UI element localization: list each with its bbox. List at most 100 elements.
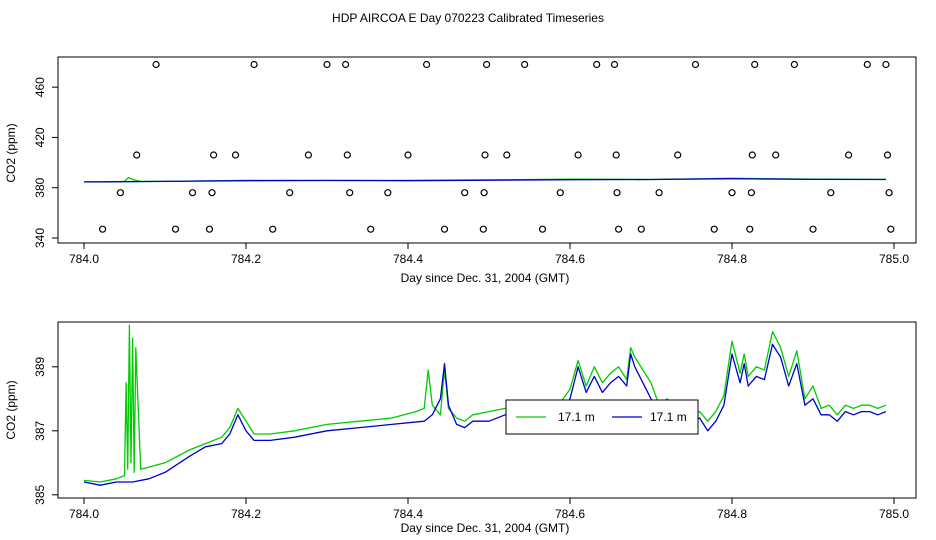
- top-data-point: [655, 189, 663, 197]
- top-plot-frame: [57, 56, 917, 244]
- top-data-point: [231, 151, 240, 159]
- top-data-point: [728, 189, 736, 197]
- top-x-axis: 784.0 784.2 784.4 784.6 784.8 785.0: [69, 243, 909, 266]
- bottom-x-tick-label: 784.4: [393, 507, 423, 521]
- top-points-group: [98, 60, 895, 233]
- top-data-point: [748, 151, 756, 159]
- bottom-x-tick-label: 784.0: [69, 507, 99, 521]
- bottom-x-axis-label: Day since Dec. 31, 2004 (GMT): [401, 521, 570, 535]
- top-x-tick-label: 784.4: [393, 252, 423, 266]
- top-series-line-blue: [83, 178, 886, 183]
- top-data-point: [286, 189, 294, 197]
- top-data-point: [772, 151, 780, 159]
- top-data-point: [133, 151, 141, 159]
- bottom-x-tick-label: 784.2: [231, 507, 261, 521]
- top-y-axis-label: CO2 (ppm): [4, 123, 18, 182]
- bottom-y-tick-label: 385: [33, 484, 47, 504]
- top-data-point: [384, 189, 392, 197]
- top-data-point: [674, 151, 682, 159]
- top-data-point: [98, 225, 107, 233]
- bottom-series-group: [83, 324, 887, 486]
- bottom-series-line-blue: [83, 343, 887, 486]
- top-data-point: [809, 225, 817, 233]
- page-title: HDP AIRCOA E Day 070223 Calibrated Times…: [332, 11, 604, 25]
- bottom-x-tick-label: 785.0: [879, 507, 909, 521]
- top-data-point: [520, 60, 529, 69]
- top-data-point: [844, 151, 853, 159]
- top-data-point: [612, 151, 620, 159]
- top-data-point: [188, 189, 197, 197]
- top-data-point: [610, 60, 619, 69]
- top-data-point: [461, 189, 469, 197]
- top-data-point: [483, 60, 491, 69]
- top-data-point: [613, 189, 621, 197]
- top-data-point: [210, 151, 218, 159]
- top-data-point: [691, 60, 700, 69]
- top-data-point: [116, 189, 125, 197]
- top-data-point: [404, 151, 412, 159]
- top-data-point: [343, 151, 351, 159]
- top-data-point: [423, 60, 431, 69]
- top-data-point: [538, 225, 547, 233]
- top-data-point: [746, 225, 754, 233]
- bottom-y-tick-label: 387: [33, 420, 47, 440]
- bottom-x-tick-label: 784.8: [717, 507, 747, 521]
- top-data-point: [323, 60, 331, 69]
- top-x-tick-label: 784.0: [69, 252, 99, 266]
- top-x-axis-label: Day since Dec. 31, 2004 (GMT): [401, 271, 570, 285]
- top-y-axis: 340 380 420 460: [33, 77, 58, 248]
- top-y-tick-label: 380: [33, 177, 47, 197]
- top-data-point: [883, 151, 892, 159]
- top-y-tick-label: 460: [33, 77, 47, 97]
- top-data-point: [481, 151, 489, 159]
- top-data-point: [882, 60, 890, 69]
- top-data-point: [440, 225, 449, 233]
- top-data-point: [342, 60, 350, 69]
- top-data-point: [747, 189, 756, 197]
- top-panel: 784.0 784.2 784.4 784.6 784.8 785.0 340 380 420…: [4, 56, 917, 285]
- legend-label-green: 17.1 m: [558, 410, 595, 424]
- top-x-tick-label: 784.8: [717, 252, 747, 266]
- top-data-point: [885, 189, 893, 197]
- top-data-point: [367, 225, 375, 233]
- top-data-point: [710, 225, 718, 233]
- bottom-x-tick-label: 784.6: [555, 507, 585, 521]
- top-data-point: [593, 60, 601, 69]
- top-data-point: [171, 225, 180, 233]
- top-y-tick-label: 340: [33, 228, 47, 248]
- top-data-point: [152, 60, 160, 69]
- bottom-y-axis: 385 387 389: [33, 356, 58, 505]
- legend-label-blue: 17.1 m: [650, 410, 687, 424]
- top-data-point: [304, 151, 312, 159]
- top-data-point: [250, 60, 258, 69]
- top-data-point: [269, 225, 277, 233]
- bottom-panel: 784.0 784.2 784.4 784.6 784.8 785.0 385 387 389…: [4, 321, 917, 535]
- top-data-point: [614, 225, 623, 233]
- top-x-tick-label: 784.2: [231, 252, 261, 266]
- legend: 17.1 m 17.1 m: [505, 399, 699, 435]
- top-data-point: [637, 225, 645, 233]
- top-data-point: [503, 151, 511, 159]
- top-x-tick-label: 784.6: [555, 252, 585, 266]
- bottom-x-axis: 784.0 784.2 784.4 784.6 784.8 785.0: [69, 498, 909, 521]
- bottom-y-tick-label: 389: [33, 356, 47, 376]
- top-data-point: [480, 189, 488, 197]
- top-data-point: [827, 189, 835, 197]
- top-data-point: [346, 189, 354, 197]
- top-data-point: [479, 225, 487, 233]
- bottom-series-line-green: [83, 324, 887, 483]
- top-data-point: [887, 225, 895, 233]
- top-data-point: [208, 189, 216, 197]
- top-series-group: [83, 176, 886, 183]
- top-data-point: [574, 151, 582, 159]
- top-data-point: [556, 189, 564, 197]
- top-data-point: [751, 60, 759, 69]
- bottom-y-axis-label: CO2 (ppm): [4, 380, 18, 439]
- top-y-tick-label: 420: [33, 127, 47, 147]
- bottom-plot-frame: [57, 321, 917, 499]
- top-data-point: [863, 60, 871, 69]
- top-data-point: [205, 225, 214, 233]
- top-data-point: [790, 60, 799, 69]
- top-x-tick-label: 785.0: [879, 252, 909, 266]
